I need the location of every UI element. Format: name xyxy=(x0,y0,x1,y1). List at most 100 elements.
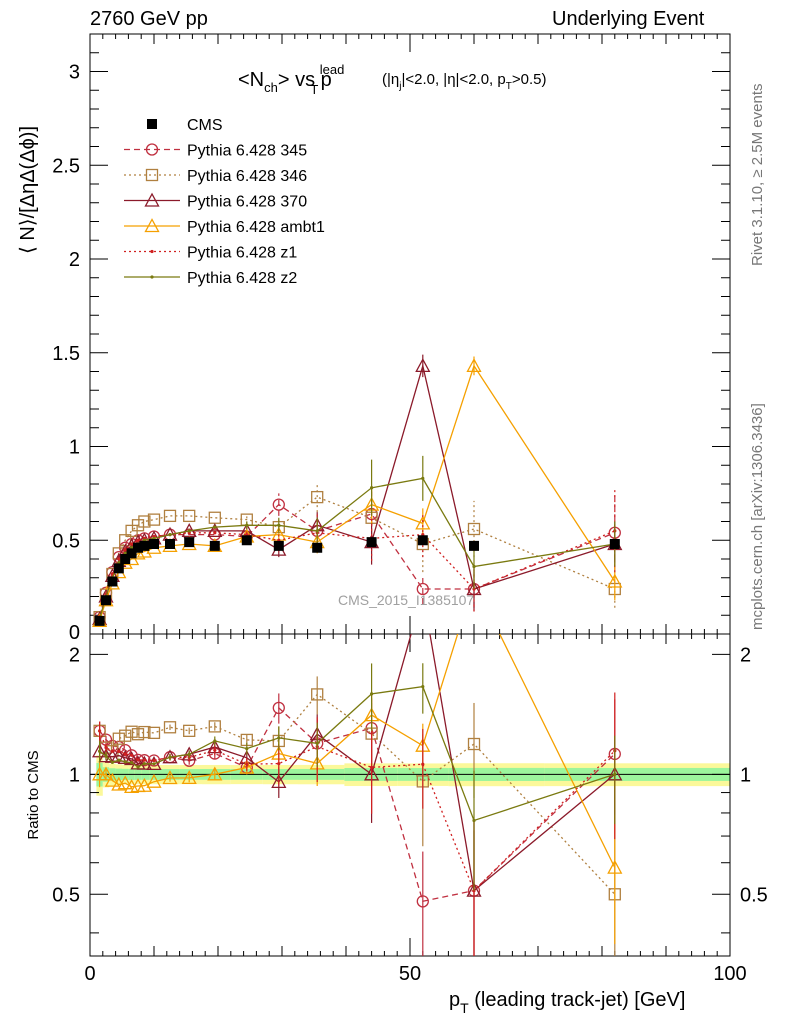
data-point xyxy=(472,564,476,569)
header-left: 2760 GeV pp xyxy=(90,8,208,30)
data-point xyxy=(245,523,249,527)
ratio-point xyxy=(125,749,138,762)
ratio-y-tick-label: 2 xyxy=(69,644,80,666)
ratio-line xyxy=(98,693,616,895)
ratio-point xyxy=(271,773,287,789)
data-point xyxy=(273,540,284,551)
ratio-point xyxy=(111,776,127,791)
ratio-point xyxy=(416,895,429,908)
ratio-series-pythia-6-428-z2 xyxy=(98,663,617,891)
data-point xyxy=(315,529,319,533)
ratio-point xyxy=(142,762,146,766)
ratio-point xyxy=(152,762,156,766)
ratio-point xyxy=(467,737,481,751)
ratio-point xyxy=(123,760,127,764)
ratio-point xyxy=(125,725,138,738)
legend-marker xyxy=(145,143,159,156)
y-tick-label: 3 xyxy=(69,62,80,84)
y-tick-label: 0.5 xyxy=(52,530,80,552)
ratio-point xyxy=(142,758,146,762)
ratio-point xyxy=(213,748,217,752)
legend-item-pythia-6-428-370: Pythia 6.428 370 xyxy=(124,192,307,211)
legend-label: Pythia 6.428 346 xyxy=(187,168,307,185)
data-point xyxy=(272,498,285,511)
data-point xyxy=(467,522,481,536)
plot-title-cuts: (|ηj|<2.0, |η|<2.0, pT>0.5) xyxy=(382,71,546,92)
series-line xyxy=(98,364,616,622)
rivet-label: Rivet 3.1.10, ≥ 2.5M events xyxy=(749,84,766,267)
y-tick-label: 1.5 xyxy=(52,343,80,365)
legend-label: Pythia 6.428 370 xyxy=(187,194,307,211)
ratio-point xyxy=(98,729,102,733)
series-pythia-6-428-ambt1 xyxy=(92,356,623,628)
legend: CMS Pythia 6.428 345 Pythia 6.428 346 Pythi… xyxy=(124,117,325,287)
y-axis-label: ⟨ N⟩/[ΔηΔ(Δϕ)] xyxy=(17,126,39,254)
data-point xyxy=(416,582,429,596)
ratio-point xyxy=(123,752,127,756)
data-point xyxy=(366,537,377,548)
ratio-y-tick-label: 1 xyxy=(69,764,80,786)
data-point xyxy=(94,615,105,626)
ratio-point xyxy=(136,758,140,762)
series-pythia-6-428-370 xyxy=(92,354,623,626)
plot-title: <Nch> vs plead T xyxy=(238,62,344,97)
data-point xyxy=(417,535,428,546)
axis-tick-labels: 0 50 100 0.5 1 1.5 2 2.5 3 0 0.5 0.5 1 1 2 2 xyxy=(52,62,768,986)
data-point xyxy=(123,548,127,552)
ratio-point xyxy=(162,770,178,785)
legend-label: Pythia 6.428 ambt1 xyxy=(187,219,325,236)
data-point xyxy=(213,531,217,535)
ratio-point xyxy=(370,765,374,770)
data-point xyxy=(147,513,161,526)
ratio-y-tick-label-right: 2 xyxy=(740,644,751,666)
ratio-point xyxy=(104,754,108,758)
ratio-point xyxy=(245,762,249,766)
ratio-point xyxy=(207,766,223,781)
ratio-point xyxy=(110,749,114,753)
ratio-line xyxy=(98,730,616,892)
x-tick-label: 50 xyxy=(399,963,421,985)
ratio-point xyxy=(136,777,152,792)
ratio-series-pythia-6-428-345 xyxy=(93,693,621,956)
data-point xyxy=(466,358,482,373)
ratio-point xyxy=(421,762,425,766)
ratio-series xyxy=(92,634,623,956)
data-point xyxy=(184,537,195,548)
x-tick-label: 100 xyxy=(713,963,746,985)
ratio-point xyxy=(147,726,161,740)
y-tick-label: 0 xyxy=(69,622,80,644)
data-point xyxy=(168,533,172,537)
ratio-point xyxy=(112,732,125,745)
ratio-point xyxy=(130,761,134,765)
ratio-point xyxy=(117,775,133,790)
data-point xyxy=(120,554,131,564)
ratio-point xyxy=(181,770,197,785)
legend-marker xyxy=(150,249,154,254)
x-axis-label: pT (leading track-jet) [GeV] xyxy=(449,989,685,1016)
data-point xyxy=(130,542,134,546)
legend-marker xyxy=(145,168,159,182)
ratio-point xyxy=(311,688,324,701)
data-point xyxy=(113,563,124,574)
ratio-point xyxy=(152,758,156,763)
y-tick-label: 1 xyxy=(69,437,80,459)
data-point xyxy=(277,523,281,527)
ratio-point xyxy=(315,741,319,746)
header-right: Underlying Event xyxy=(552,8,705,30)
legend-marker xyxy=(144,192,160,207)
ratio-point xyxy=(138,725,151,739)
data-point xyxy=(131,519,145,532)
ratio-point xyxy=(104,772,120,787)
legend-item-pythia-6-428-345: Pythia 6.428 345 xyxy=(124,143,307,160)
data-point xyxy=(163,509,177,523)
legend-label: Pythia 6.428 z1 xyxy=(187,245,297,262)
series-cms xyxy=(94,535,620,626)
data-point xyxy=(421,476,425,480)
mcplots-label: mcplots.cern.ch [arXiv:1306.3436] xyxy=(749,403,766,630)
legend-item-pythia-6-428-z2: Pythia 6.428 z2 xyxy=(124,270,297,287)
ratio-point xyxy=(98,766,114,781)
y-tick-label: 2.5 xyxy=(52,155,80,177)
ratio-point xyxy=(208,720,221,733)
ratio-point xyxy=(146,773,162,788)
